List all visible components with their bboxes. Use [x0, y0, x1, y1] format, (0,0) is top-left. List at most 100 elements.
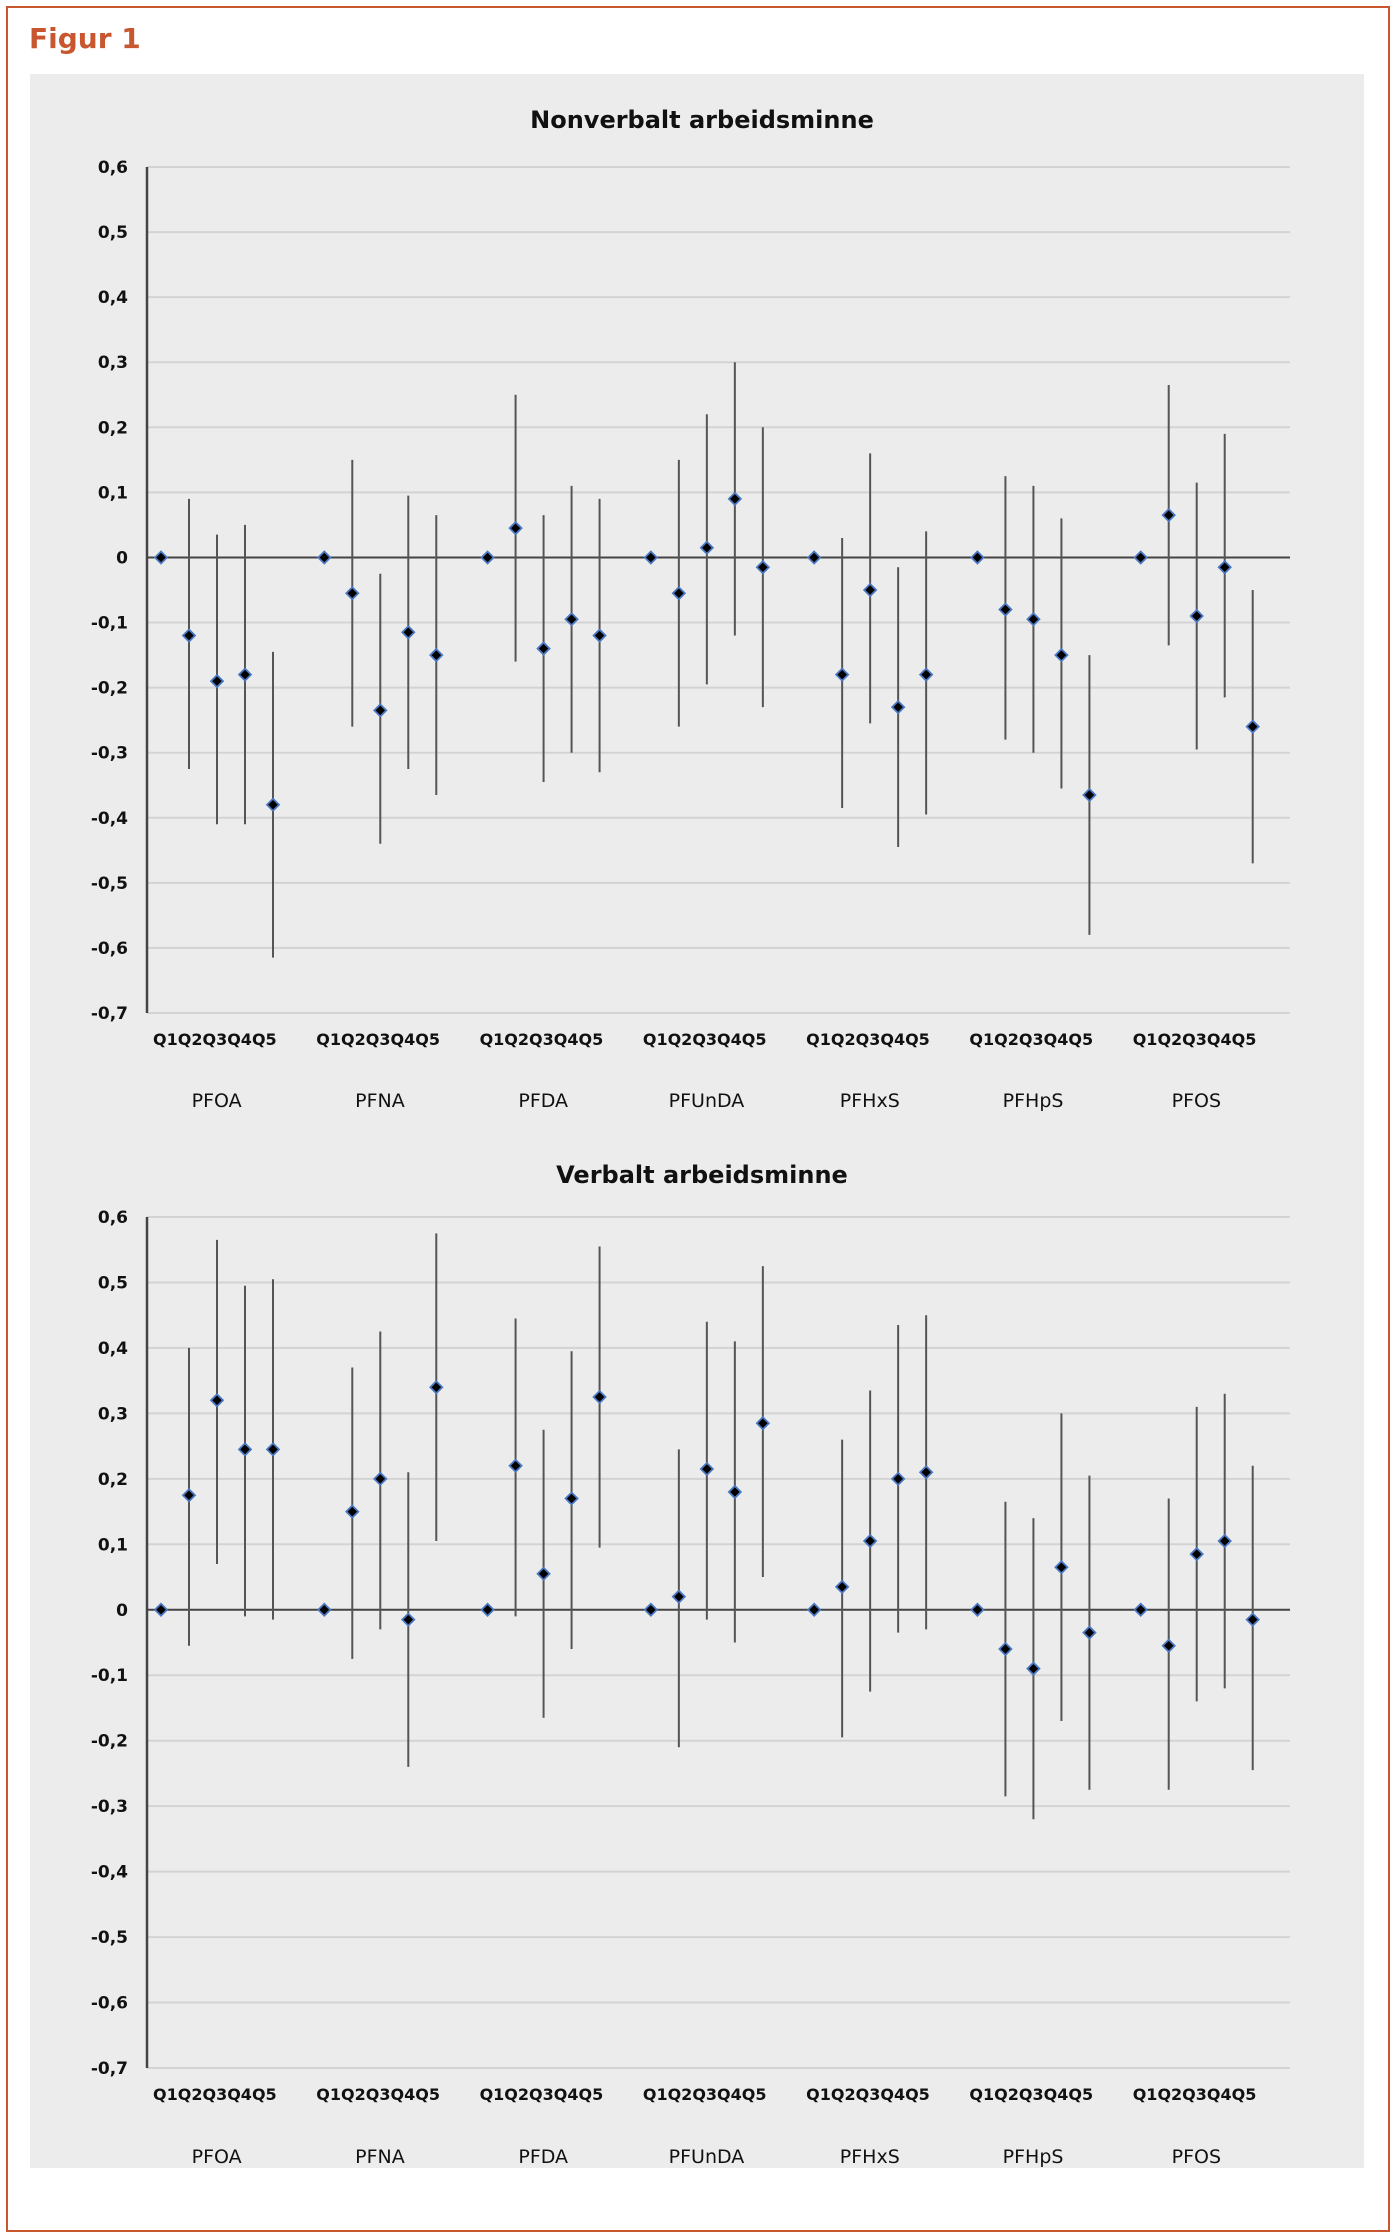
- data-point: [401, 625, 416, 640]
- data-point: [317, 1602, 332, 1618]
- group-pfhps: Q1Q2Q3Q4Q5 PFHpS: [969, 1413, 1097, 2168]
- figure-title: Figur 1: [29, 22, 141, 55]
- category-label: PFHpS: [1003, 1090, 1064, 1112]
- data-point: [671, 585, 687, 601]
- data-point: [727, 1484, 743, 1500]
- quintile-tick-labels: Q1Q2Q3Q4Q5: [643, 2085, 767, 2104]
- data-point: [480, 1602, 495, 1618]
- category-label: PFHxS: [840, 2146, 900, 2168]
- y-tick-label: -0,2: [91, 679, 128, 699]
- data-point: [373, 1471, 388, 1487]
- group-pfos: Q1Q2Q3Q4Q5 PFOS: [1133, 385, 1260, 1112]
- data-point: [1082, 787, 1097, 803]
- data-point: [643, 1602, 659, 1618]
- category-label: PFUnDA: [669, 1090, 745, 1112]
- group-pfoa: Q1Q2Q3Q4Q5 PFOA: [153, 1239, 281, 2168]
- data-point: [918, 1465, 934, 1480]
- data-point: [373, 703, 388, 718]
- quintile-tick-labels: Q1Q2Q3Q4Q5: [1133, 2085, 1257, 2104]
- y-tick-label: -0,3: [91, 744, 128, 764]
- group-pfoa: Q1Q2Q3Q4Q5 PFOA: [153, 498, 281, 1112]
- y-tick-label: 0,4: [98, 1339, 128, 1359]
- y-tick-label: 0,1: [98, 1535, 128, 1555]
- data-point: [508, 520, 523, 536]
- chart-title-verbal: Verbalt arbeidsminne: [556, 1161, 848, 1189]
- data-point: [1245, 1612, 1260, 1627]
- data-point: [536, 641, 551, 656]
- category-label: PFOA: [192, 2146, 242, 2168]
- group-pfda: Q1Q2Q3Q4Q5 PFDA: [480, 1246, 607, 2168]
- quintile-tick-labels: Q1Q2Q3Q4Q5: [480, 2085, 604, 2104]
- data-point: [317, 550, 332, 565]
- group-pfhps: Q1Q2Q3Q4Q5 PFHpS: [969, 476, 1097, 1112]
- y-tick-label: 0: [116, 548, 128, 568]
- quintile-tick-labels: Q1Q2Q3Q4Q5: [969, 2085, 1093, 2104]
- quintile-tick-labels: Q1Q2Q3Q4Q5: [643, 1030, 767, 1049]
- data-point: [862, 582, 878, 598]
- y-tick-label: 0,3: [98, 353, 128, 373]
- y-tick-label: -0,7: [91, 1004, 128, 1024]
- chart-verbal: 0,6 0,5 0,4 0,3 0,2 0,1 0 -0,1 -0,2 -0,3 -0,4 -0,5 -…: [91, 1208, 1290, 2168]
- data-point: [1054, 647, 1069, 663]
- category-label: PFNA: [355, 1090, 405, 1112]
- data-point: [429, 647, 444, 663]
- y-tick-label: -0,7: [91, 2059, 128, 2079]
- data-point: [181, 1487, 197, 1503]
- data-point: [564, 612, 579, 627]
- data-point: [1217, 1533, 1232, 1549]
- category-label: PFDA: [518, 1090, 568, 1112]
- data-point: [181, 628, 197, 643]
- data-point: [862, 1533, 878, 1549]
- y-tick-label: -0,1: [91, 1666, 128, 1686]
- y-tick-label: -0,5: [91, 1928, 128, 1948]
- category-label: PFDA: [518, 2146, 568, 2168]
- data-point: [209, 673, 225, 689]
- data-point: [209, 1393, 225, 1408]
- data-point: [345, 1504, 360, 1519]
- y-tick-label: 0,2: [98, 418, 128, 438]
- y-tick-label: -0,2: [91, 1732, 128, 1752]
- group-pfos: Q1Q2Q3Q4Q5 PFOS: [1133, 1393, 1260, 2168]
- data-point: [1189, 608, 1204, 624]
- data-point: [890, 1471, 906, 1487]
- data-point: [834, 1579, 850, 1595]
- chart-title-nonverbal: Nonverbalt arbeidsminne: [530, 106, 874, 134]
- data-point: [564, 1491, 579, 1506]
- y-tick-label: -0,3: [91, 1797, 128, 1817]
- data-point: [699, 540, 715, 555]
- data-point: [237, 667, 253, 682]
- y-tick-label: -0,1: [91, 614, 128, 634]
- data-point: [153, 1602, 169, 1618]
- chart-panel: [30, 74, 1364, 2168]
- data-point: [918, 667, 934, 682]
- data-point: [237, 1442, 253, 1457]
- group-pfunda: Q1Q2Q3Q4Q5 PFUnDA: [643, 362, 771, 1112]
- group-pfunda: Q1Q2Q3Q4Q5 PFUnDA: [643, 1266, 771, 2168]
- data-point: [401, 1612, 416, 1627]
- y-tick-label: -0,6: [91, 939, 128, 959]
- data-point: [1026, 612, 1041, 627]
- data-point: [806, 550, 822, 565]
- data-point: [699, 1461, 715, 1477]
- quintile-tick-labels: Q1Q2Q3Q4Q5: [1133, 1030, 1257, 1049]
- chart-nonverbal: 0,6 0,5 0,4 0,3 0,2 0,1 0 -0,1 -0,2 -0,3 -0,4 -0,5 -…: [91, 158, 1290, 1112]
- y-tick-label: 0,3: [98, 1404, 128, 1424]
- data-point: [265, 1442, 281, 1457]
- category-label: PFOS: [1172, 1090, 1221, 1112]
- data-point: [1133, 1602, 1148, 1618]
- data-point: [970, 550, 985, 565]
- data-point: [592, 628, 607, 643]
- category-label: PFHxS: [840, 1090, 900, 1112]
- data-point: [1161, 507, 1176, 523]
- group-pfna: Q1Q2Q3Q4Q5 PFNA: [316, 459, 444, 1112]
- data-point: [345, 585, 360, 601]
- data-point: [265, 797, 281, 813]
- data-point: [153, 550, 169, 565]
- quintile-tick-labels: Q1Q2Q3Q4Q5: [806, 1030, 930, 1049]
- data-point: [1026, 1661, 1041, 1676]
- group-pfna: Q1Q2Q3Q4Q5 PFNA: [316, 1233, 444, 2168]
- data-point: [806, 1602, 822, 1618]
- data-point: [1217, 559, 1232, 575]
- group-pfda: Q1Q2Q3Q4Q5 PFDA: [480, 394, 607, 1112]
